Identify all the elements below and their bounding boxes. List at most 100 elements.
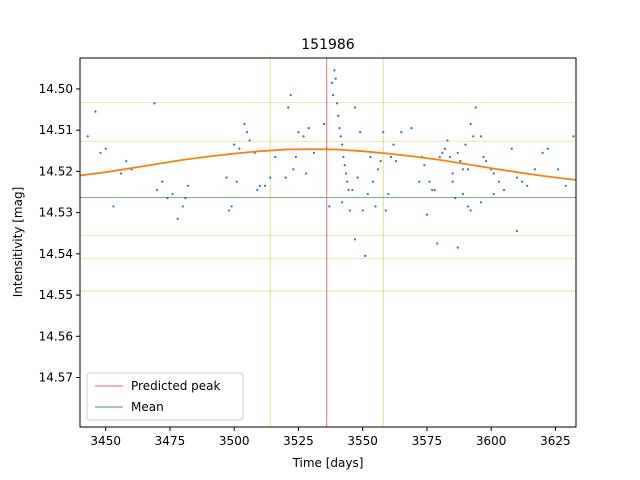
data-point — [161, 180, 164, 183]
y-tick-label: 14.55 — [39, 288, 73, 302]
data-point — [451, 180, 454, 183]
data-point — [284, 176, 287, 179]
data-point — [425, 213, 429, 216]
data-point — [343, 164, 346, 167]
data-point — [572, 135, 575, 138]
fit-curve — [79, 148, 577, 181]
data-point — [448, 155, 452, 159]
data-point — [186, 184, 190, 187]
data-point — [361, 209, 364, 212]
data-point — [472, 135, 475, 138]
y-tick-label: 14.56 — [39, 329, 73, 343]
data-point — [353, 106, 357, 109]
data-point — [474, 106, 477, 109]
data-point — [377, 168, 380, 171]
data-point — [430, 188, 434, 192]
x-axis-ticks: 3450 3475 3500 3525 3550 3575 3600 3625 — [90, 427, 571, 448]
data-point — [338, 126, 341, 130]
x-tick-label: 3500 — [219, 434, 250, 448]
data-point — [451, 172, 454, 175]
data-point — [469, 209, 472, 212]
data-point — [347, 188, 350, 192]
data-point — [155, 188, 159, 192]
data-point — [438, 155, 441, 159]
data-point — [225, 176, 228, 179]
data-point — [344, 172, 348, 175]
chart-title: 151986 — [301, 37, 355, 53]
data-point — [423, 164, 426, 167]
data-point — [526, 184, 529, 187]
data-point — [104, 147, 107, 150]
data-point — [469, 122, 472, 126]
data-point — [418, 180, 421, 183]
data-point — [541, 151, 544, 154]
data-point — [294, 155, 297, 159]
data-point — [235, 180, 238, 183]
data-point — [243, 122, 246, 126]
data-point — [364, 254, 367, 257]
data-point — [287, 106, 290, 109]
x-tick-label: 3575 — [412, 434, 443, 448]
data-point — [410, 126, 413, 130]
data-point — [86, 135, 89, 138]
data-point — [366, 192, 369, 196]
data-point — [356, 176, 359, 179]
data-point — [492, 192, 495, 196]
data-point — [466, 205, 470, 208]
x-tick-label: 3600 — [476, 434, 507, 448]
data-point — [433, 188, 436, 192]
data-point — [245, 131, 249, 134]
data-point — [556, 168, 560, 171]
data-point — [125, 159, 128, 163]
data-point — [484, 159, 488, 163]
data-point — [120, 172, 123, 175]
x-tick-label: 3475 — [155, 434, 186, 448]
data-point — [446, 139, 449, 142]
data-point — [337, 114, 340, 117]
legend-label-mean: Mean — [131, 400, 164, 414]
data-point — [479, 201, 483, 204]
data-point — [333, 69, 336, 72]
data-point — [459, 159, 462, 163]
data-point — [341, 143, 344, 146]
y-tick-label: 14.52 — [39, 164, 73, 178]
data-point — [334, 77, 337, 80]
data-point — [323, 122, 326, 126]
data-point — [258, 184, 261, 187]
data-point — [171, 192, 174, 196]
data-point — [307, 126, 310, 130]
data-point — [341, 201, 344, 204]
y-tick-label: 14.53 — [39, 206, 73, 220]
data-point — [441, 151, 444, 154]
data-point — [374, 205, 377, 208]
data-point — [332, 94, 335, 97]
data-point — [520, 180, 524, 183]
data-point — [274, 155, 277, 159]
data-point — [297, 131, 300, 134]
y-tick-label: 14.57 — [39, 371, 73, 385]
data-point — [515, 230, 518, 233]
y-axis-label: Intensitivity [mag] — [11, 187, 25, 298]
data-point — [289, 94, 292, 97]
data-point — [328, 205, 331, 208]
data-point — [436, 242, 439, 245]
data-point — [464, 143, 467, 146]
data-point — [335, 102, 339, 105]
data-point — [346, 180, 349, 183]
x-axis-label: Time [days] — [292, 456, 364, 470]
data-point — [395, 159, 398, 163]
data-point — [456, 246, 459, 249]
data-point — [382, 131, 385, 134]
y-tick-label: 14.54 — [39, 247, 73, 261]
data-point — [546, 147, 549, 150]
data-point — [153, 102, 156, 105]
data-point — [312, 151, 315, 154]
data-point — [269, 176, 272, 179]
data-point — [466, 168, 470, 171]
data-point — [292, 168, 295, 171]
data-point — [389, 155, 393, 159]
x-tick-label: 3450 — [90, 434, 121, 448]
data-point — [176, 217, 179, 220]
data-point — [227, 209, 231, 212]
